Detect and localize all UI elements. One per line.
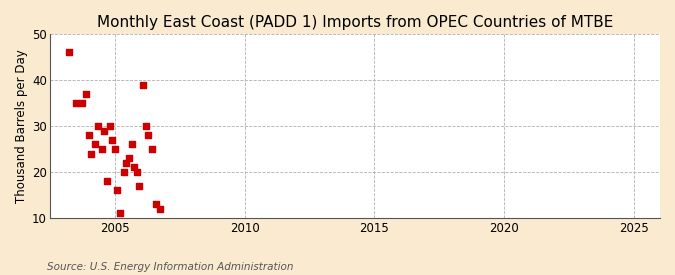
Point [90, 142, 101, 147]
Point [147, 147, 158, 151]
Point [112, 188, 123, 193]
Point [81, 92, 92, 96]
Point [77, 101, 88, 105]
Point [132, 170, 142, 174]
Point [134, 184, 145, 188]
Point [64, 50, 75, 54]
Point [70, 101, 81, 105]
Point [155, 207, 165, 211]
Point [99, 128, 110, 133]
Point [126, 142, 137, 147]
Point [104, 124, 115, 128]
Point [118, 170, 129, 174]
Title: Monthly East Coast (PADD 1) Imports from OPEC Countries of MTBE: Monthly East Coast (PADD 1) Imports from… [97, 15, 613, 30]
Point [97, 147, 107, 151]
Point [124, 156, 134, 160]
Point [115, 211, 126, 216]
Point [151, 202, 162, 207]
Point [140, 124, 151, 128]
Point [138, 82, 148, 87]
Point [129, 165, 140, 170]
Point [92, 124, 103, 128]
Point [143, 133, 154, 138]
Point [101, 179, 112, 183]
Text: Source: U.S. Energy Information Administration: Source: U.S. Energy Information Administ… [47, 262, 294, 271]
Point [84, 133, 95, 138]
Point [109, 147, 120, 151]
Point [86, 152, 97, 156]
Point [121, 161, 132, 165]
Y-axis label: Thousand Barrels per Day: Thousand Barrels per Day [15, 49, 28, 203]
Point [107, 138, 117, 142]
